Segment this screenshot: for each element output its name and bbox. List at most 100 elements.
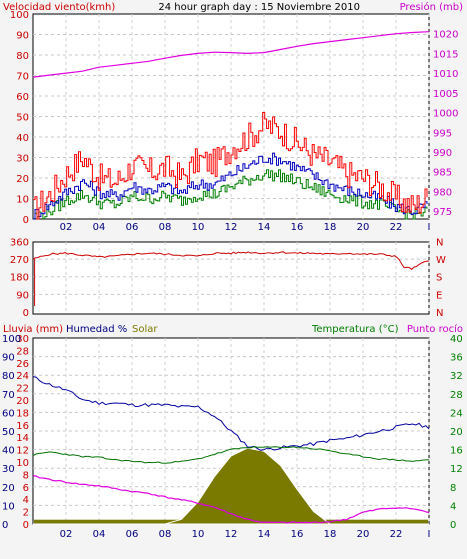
humidity-tick-label: 30 bbox=[2, 464, 15, 475]
temperature-tick-label: 4 bbox=[450, 501, 456, 512]
rain-tick-label: 26 bbox=[16, 359, 29, 370]
wind-low-series bbox=[33, 169, 428, 220]
climate-x-tick-label: 04 bbox=[93, 529, 106, 540]
wind-tick-label: 80 bbox=[16, 51, 29, 62]
compass-tick-label: N bbox=[436, 237, 443, 248]
temperature-tick-label: 28 bbox=[450, 390, 463, 401]
pressure-tick-label: 1015 bbox=[433, 49, 458, 60]
temperature-tick-label: 36 bbox=[450, 353, 463, 364]
climate-x-tick-label: 10 bbox=[192, 529, 205, 540]
pressure-tick-label: 995 bbox=[433, 128, 452, 139]
wind-x-tick-label: I bbox=[428, 222, 431, 233]
wind-tick-label: 10 bbox=[16, 195, 29, 206]
wind-tick-label: 0 bbox=[23, 215, 29, 226]
wind-x-tick-label: 10 bbox=[192, 222, 205, 233]
wind-x-tick-label: 08 bbox=[159, 222, 172, 233]
dewpoint-label: Punto rocío bbox=[407, 323, 463, 335]
humidity-tick-label: 60 bbox=[2, 408, 15, 419]
direction-tick-label: 180 bbox=[10, 273, 29, 284]
humidity-tick-label: 90 bbox=[2, 353, 15, 364]
pressure-tick-label: 990 bbox=[433, 148, 452, 159]
humidity-tick-label: 10 bbox=[2, 501, 15, 512]
pressure-axis-label: Presión (mb) bbox=[400, 1, 464, 13]
rain-tick-label: 22 bbox=[16, 384, 29, 395]
wind-x-tick-label: 22 bbox=[390, 222, 403, 233]
wind-tick-label: 90 bbox=[16, 31, 29, 42]
climate-x-tick-label: 08 bbox=[159, 529, 172, 540]
wind-x-tick-label: 18 bbox=[324, 222, 337, 233]
wind-tick-label: 40 bbox=[16, 133, 29, 144]
rain-tick-label: 14 bbox=[16, 433, 29, 444]
compass-tick-label: S bbox=[436, 273, 442, 284]
rain-tick-label: 2 bbox=[23, 508, 29, 519]
climate-x-tick-label: 16 bbox=[291, 529, 304, 540]
rain-tick-label: 18 bbox=[16, 408, 29, 419]
pressure-tick-label: 980 bbox=[433, 187, 452, 198]
humidity-tick-label: 50 bbox=[2, 427, 15, 438]
rain-tick-label: 24 bbox=[16, 371, 29, 382]
climate-x-tick-label: 02 bbox=[60, 529, 73, 540]
wind-gust-series bbox=[33, 112, 428, 220]
pressure-tick-label: 1000 bbox=[433, 109, 458, 120]
wind-tick-label: 50 bbox=[16, 113, 29, 124]
temperature-tick-label: 0 bbox=[450, 520, 456, 531]
climate-x-tick-label: I bbox=[428, 529, 431, 540]
rain-tick-label: 12 bbox=[16, 446, 29, 457]
rain-axis-label: Lluvia (mm) bbox=[3, 324, 63, 335]
temperature-axis-label: Temperatura (°C) bbox=[311, 324, 399, 335]
temperature-series bbox=[32, 446, 430, 464]
pressure-tick-label: 1005 bbox=[433, 89, 458, 100]
rain-tick-label: 6 bbox=[23, 483, 29, 494]
wind-x-tick-label: 12 bbox=[225, 222, 238, 233]
rain-tick-label: 10 bbox=[16, 458, 29, 469]
chart-title: 24 hour graph day : 15 Noviembre 2010 bbox=[158, 2, 360, 13]
direction-tick-label: 360 bbox=[10, 237, 29, 248]
humidity-tick-label: 40 bbox=[2, 446, 15, 457]
rain-tick-label: 8 bbox=[23, 470, 29, 481]
solar-label: Solar bbox=[132, 324, 158, 335]
pressure-tick-label: 975 bbox=[433, 207, 452, 218]
humidity-tick-label: 70 bbox=[2, 390, 15, 401]
humidity-series bbox=[32, 376, 430, 451]
direction-tick-label: 90 bbox=[16, 290, 29, 301]
climate-x-tick-label: 20 bbox=[357, 529, 370, 540]
pressure-tick-label: 1020 bbox=[433, 30, 458, 41]
climate-x-tick-label: 06 bbox=[126, 529, 139, 540]
temperature-tick-label: 8 bbox=[450, 483, 456, 494]
wind-x-tick-label: 02 bbox=[60, 222, 73, 233]
rain-tick-label: 0 bbox=[23, 520, 29, 531]
pressure-tick-label: 985 bbox=[433, 168, 452, 179]
compass-tick-label: W bbox=[436, 255, 446, 266]
dewpoint-series bbox=[32, 475, 430, 524]
climate-x-tick-label: 18 bbox=[324, 529, 337, 540]
wind-x-tick-label: 16 bbox=[291, 222, 304, 233]
humidity-tick-label: 0 bbox=[2, 520, 8, 531]
wind-x-tick-label: 04 bbox=[93, 222, 106, 233]
compass-tick-label: N bbox=[436, 308, 443, 319]
wind-tick-label: 70 bbox=[16, 72, 29, 83]
wind-x-tick-label: 20 bbox=[357, 222, 370, 233]
temperature-tick-label: 40 bbox=[450, 334, 463, 345]
wind-tick-label: 30 bbox=[16, 154, 29, 165]
rain-tick-label: 30 bbox=[16, 334, 29, 345]
climate-x-tick-label: 14 bbox=[258, 529, 271, 540]
wind-x-tick-label: 06 bbox=[126, 222, 139, 233]
temperature-tick-label: 32 bbox=[450, 371, 463, 382]
wind-axis-label: Velocidad viento(kmh) bbox=[3, 2, 115, 13]
direction-tick-label: 270 bbox=[10, 255, 29, 266]
pressure-series bbox=[32, 31, 430, 78]
direction-tick-label: 0 bbox=[23, 308, 29, 319]
temperature-tick-label: 20 bbox=[450, 427, 463, 438]
temperature-tick-label: 16 bbox=[450, 446, 463, 457]
climate-x-tick-label: 12 bbox=[225, 529, 238, 540]
rain-tick-label: 16 bbox=[16, 421, 29, 432]
rain-tick-label: 4 bbox=[23, 495, 29, 506]
humidity-axis-label: Humedad % bbox=[66, 324, 127, 335]
wind-tick-label: 20 bbox=[16, 174, 29, 185]
wind-x-tick-label: 14 bbox=[258, 222, 271, 233]
rain-tick-label: 28 bbox=[16, 346, 29, 357]
wind-tick-label: 60 bbox=[16, 92, 29, 103]
humidity-tick-label: 100 bbox=[2, 334, 21, 345]
